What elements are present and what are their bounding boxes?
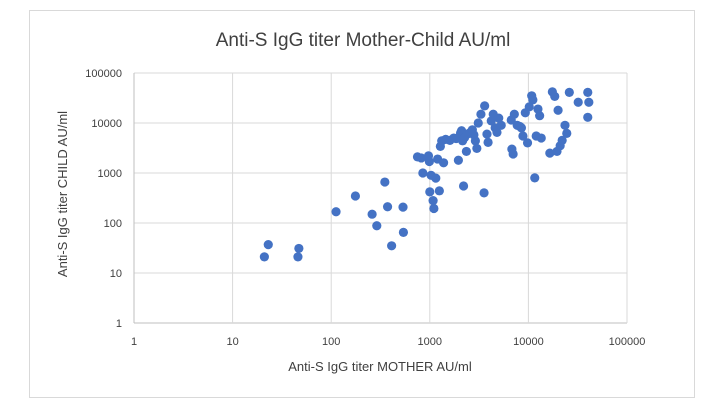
scatter-point: [518, 131, 528, 141]
scatter-point: [293, 252, 303, 262]
scatter-point: [483, 137, 493, 147]
chart-title: Anti-S IgG titer Mother-Child AU/ml: [216, 30, 511, 51]
scatter-point: [476, 109, 486, 119]
scatter-point: [545, 148, 555, 158]
y-axis-title: Anti-S IgG titer CHILD AU/ml: [55, 111, 70, 277]
scatter-point: [479, 188, 489, 198]
y-tick-label: 10: [110, 268, 122, 280]
x-tick-label: 10: [226, 336, 238, 348]
scatter-point: [294, 243, 304, 254]
scatter-point: [480, 101, 490, 111]
y-tick-label: 100: [104, 218, 122, 230]
scatter-point: [382, 202, 393, 212]
scatter-chart: Anti-S IgG titer Mother-Child AU/ml 1101…: [55, 30, 645, 374]
scatter-point: [372, 221, 382, 231]
scatter-point: [528, 95, 538, 105]
scatter-point: [535, 111, 545, 121]
scatter-point: [530, 173, 540, 183]
scatter-point: [564, 87, 574, 97]
scatter-point: [425, 187, 435, 197]
scatter-point: [418, 168, 428, 178]
scatter-point: [522, 138, 533, 148]
x-tick-label: 10000: [513, 336, 544, 348]
y-tick-label: 1: [116, 318, 122, 330]
scatter-point: [494, 113, 504, 123]
scatter-point: [562, 128, 572, 138]
scatter-point: [583, 87, 593, 97]
scatter-point: [496, 120, 506, 130]
scatter-point: [453, 155, 463, 165]
scatter-point: [536, 133, 546, 143]
scatter-point: [431, 173, 441, 183]
scatter-point: [367, 209, 377, 219]
data-points: [259, 87, 594, 262]
chart-area: Anti-S IgG titer Mother-Child AU/ml 1 10 1…: [29, 10, 695, 398]
x-tick-label: 1000: [418, 336, 442, 348]
scatter-point: [331, 207, 341, 217]
scatter-point: [424, 156, 434, 167]
y-tick-label: 1000: [98, 168, 122, 180]
scatter-point: [583, 112, 593, 122]
y-tick-label: 10000: [91, 118, 122, 130]
scatter-point: [398, 202, 408, 212]
scatter-point: [492, 127, 502, 137]
scatter-point: [472, 143, 482, 154]
scatter-point: [560, 120, 570, 130]
scatter-point: [553, 105, 563, 115]
scatter-point: [416, 153, 426, 163]
scatter-point: [482, 129, 492, 139]
scatter-point: [557, 135, 567, 145]
x-tick-label: 1: [131, 336, 137, 348]
x-tick-label: 100: [322, 336, 340, 348]
scatter-point: [470, 136, 480, 146]
scatter-point: [350, 191, 361, 201]
scatter-point: [259, 252, 269, 262]
scatter-point: [516, 123, 527, 133]
gridlines: [133, 72, 628, 324]
scatter-point: [573, 97, 583, 107]
scatter-point: [428, 196, 438, 206]
scatter-point: [398, 227, 409, 237]
scatter-point: [550, 91, 560, 102]
scatter-point: [380, 177, 390, 187]
scatter-point: [387, 241, 397, 251]
scatter-point: [429, 203, 439, 214]
x-tick-label: 100000: [609, 336, 646, 348]
scatter-point: [438, 158, 449, 168]
scatter-point: [461, 146, 471, 157]
scatter-point: [584, 97, 594, 107]
scatter-point: [458, 181, 469, 191]
scatter-point: [434, 186, 444, 196]
tick-labels: 1 10 100 1000 10000 100000 1 10 100 1000 10000 1000…: [85, 68, 645, 348]
scatter-point: [509, 109, 519, 119]
x-axis-title: Anti-S IgG titer MOTHER AU/ml: [288, 359, 472, 374]
scatter-point: [524, 102, 534, 112]
y-tick-label: 100000: [85, 68, 122, 80]
scatter-point: [263, 239, 273, 250]
scatter-point: [473, 118, 483, 128]
scatter-point: [508, 149, 518, 159]
